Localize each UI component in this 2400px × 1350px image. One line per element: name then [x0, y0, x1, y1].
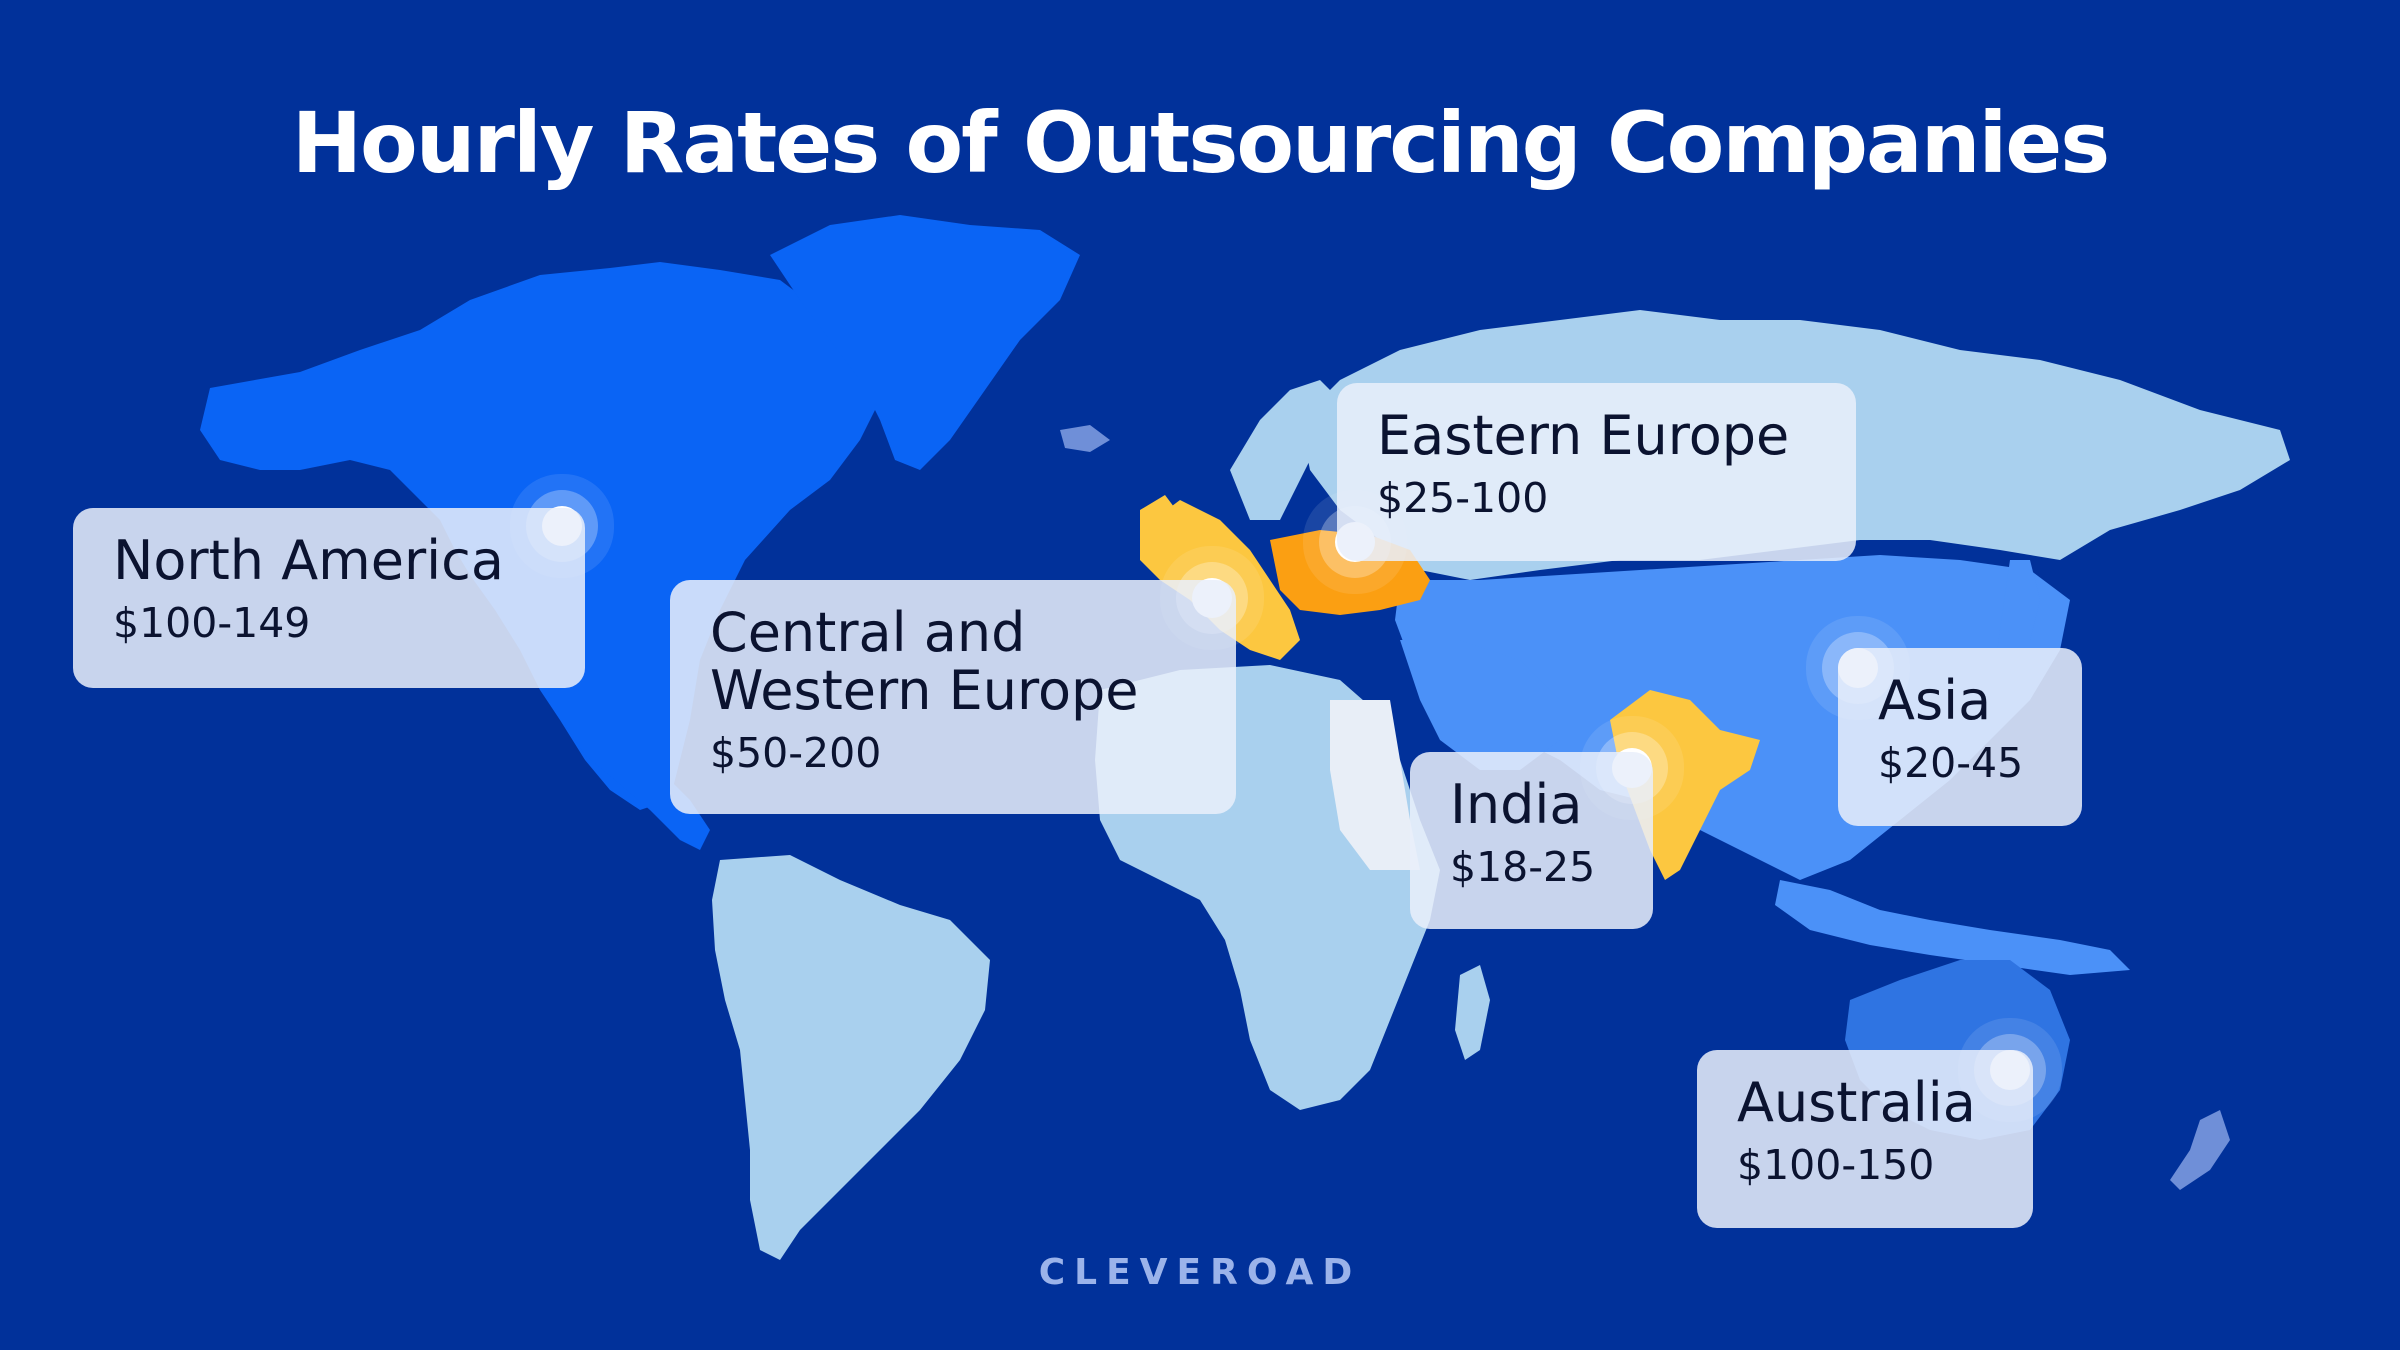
hourly-rate: $50-200	[710, 729, 882, 777]
central-western-europe-card: Central and Western Europe $50-200	[670, 580, 1236, 814]
iceland-landmass	[1060, 425, 1110, 452]
new-zealand-landmass	[2170, 1110, 2230, 1190]
middle-east-landmass	[1400, 640, 1560, 770]
india-card: India $18-25	[1410, 752, 1653, 929]
hourly-rate: $25-100	[1377, 474, 1549, 522]
hourly-rate: $20-45	[1878, 739, 2024, 787]
south-america-landmass	[712, 855, 990, 1260]
region-name: North America	[113, 529, 504, 592]
region-name: Asia	[1878, 669, 1992, 732]
uk-landmass	[1140, 495, 1180, 555]
madagascar-landmass	[1455, 965, 1490, 1060]
region-name: Eastern Europe	[1377, 404, 1790, 467]
egypt-region	[1330, 700, 1420, 870]
central-america-landmass	[560, 700, 710, 850]
scandinavia-landmass	[1230, 380, 1340, 520]
hourly-rate: $100-150	[1737, 1141, 1935, 1189]
southeast-asia-islands	[1775, 880, 2130, 975]
greenland-landmass	[770, 215, 1080, 470]
region-name: Australia	[1737, 1071, 1976, 1134]
north-america-card: North America $100-149	[73, 508, 585, 688]
eastern-europe-card: Eastern Europe $25-100	[1337, 383, 1856, 561]
region-name-line2: Western Europe	[710, 659, 1139, 722]
hourly-rate: $100-149	[113, 599, 311, 647]
page-title: Hourly Rates of Outsourcing Companies	[291, 94, 2111, 192]
hourly-rate: $18-25	[1450, 843, 1596, 891]
region-name-line1: Central and	[710, 601, 1026, 664]
australia-card: Australia $100-150	[1697, 1050, 2033, 1228]
region-name: India	[1450, 773, 1583, 836]
asia-card: Asia $20-45	[1838, 648, 2082, 826]
brand-logo: CLEVEROAD	[1038, 1252, 1362, 1293]
